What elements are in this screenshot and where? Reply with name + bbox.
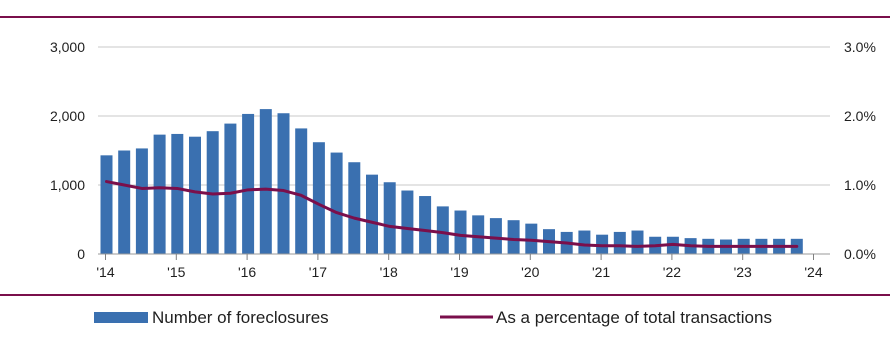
legend-bar-swatch (94, 312, 148, 323)
axes: 0 0.0% 1,000 1.0% 2,000 2.0% 3,000 3.0% '14 '15 '1… (50, 39, 876, 280)
foreclosure-bar (454, 210, 467, 254)
gridlines (98, 46, 830, 186)
line-series (105, 180, 799, 248)
foreclosure-bar (135, 148, 148, 254)
x-tick-label: '20 (521, 264, 539, 280)
legend-line-label: As a percentage of total transactions (496, 308, 772, 327)
y-left-tick-label: 0 (77, 246, 85, 262)
x-tick-label: '16 (238, 264, 256, 280)
foreclosure-bar (366, 174, 378, 254)
bar-series (100, 109, 803, 255)
y-right-tick-label: 0.0% (844, 246, 876, 262)
y-left-tick-label: 2,000 (50, 108, 85, 124)
foreclosure-bar (507, 220, 520, 254)
foreclosure-bar (419, 196, 432, 254)
foreclosure-bar (100, 155, 113, 254)
foreclosure-bar (118, 150, 131, 254)
foreclosure-bar (631, 230, 644, 254)
foreclosure-bar (330, 152, 343, 254)
y-right-tick-label: 3.0% (844, 39, 876, 55)
foreclosure-bar (171, 133, 184, 254)
foreclosure-bar (401, 190, 414, 254)
foreclosure-bar (312, 142, 325, 254)
x-tick-label: '21 (592, 264, 610, 280)
x-tick-label: '22 (663, 264, 681, 280)
foreclosure-bar (613, 231, 626, 254)
foreclosure-bar (277, 113, 290, 255)
legend-bar-label: Number of foreclosures (152, 308, 329, 327)
x-tick-label: '15 (167, 264, 185, 280)
y-left-tick-label: 3,000 (50, 39, 85, 55)
x-tick-label: '14 (96, 264, 114, 280)
x-tick-label: '18 (380, 264, 398, 280)
foreclosure-bar (383, 182, 396, 254)
foreclosure-bar (259, 109, 272, 254)
x-tick-label: '23 (734, 264, 752, 280)
foreclosure-bar (578, 230, 591, 254)
foreclosure-bar (224, 123, 237, 254)
foreclosure-bar (153, 134, 166, 254)
x-tick-label: '19 (450, 264, 468, 280)
legend: Number of foreclosures As a percentage o… (94, 308, 772, 327)
y-left-tick-label: 1,000 (50, 177, 85, 193)
y-right-tick-label: 1.0% (844, 177, 876, 193)
foreclosure-bar (348, 162, 361, 254)
y-right-tick-label: 2.0% (844, 108, 876, 124)
x-tick-label: '17 (309, 264, 327, 280)
foreclosure-bar (436, 206, 449, 254)
foreclosure-bar (472, 215, 485, 254)
percentage-line (105, 180, 799, 248)
foreclosure-bar (189, 136, 201, 254)
foreclosure-bar (489, 218, 502, 254)
foreclosure-bar (295, 128, 308, 254)
x-tick-label: '24 (804, 264, 822, 280)
foreclosure-bar (242, 113, 255, 255)
